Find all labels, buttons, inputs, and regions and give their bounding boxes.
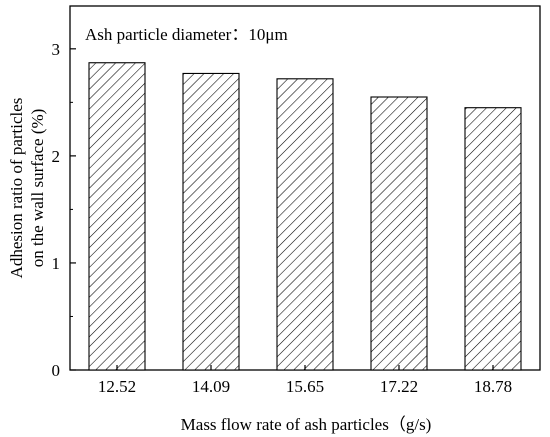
x-ticks-group: 12.52 14.09 15.65 17.22 18.78 <box>98 365 512 396</box>
y-tick-label: 0 <box>52 361 61 380</box>
y-tick-label: 1 <box>52 254 61 273</box>
bar-12.52 <box>88 62 146 371</box>
y-axis-label-line-1: Adhesion ratio of particles <box>7 98 26 279</box>
chart-annotation: Ash particle diameter：10μm <box>85 25 288 44</box>
x-axis-label: Mass flow rate of ash particles（g/s) <box>181 415 432 434</box>
x-tick-label: 17.22 <box>380 377 418 396</box>
bars-group <box>88 62 522 371</box>
bar-15.65 <box>276 78 334 371</box>
x-tick-label: 12.52 <box>98 377 136 396</box>
y-ticks-group: 0 1 2 3 <box>52 40 76 380</box>
y-axis-label-line-2: on the wall surface (%) <box>28 109 47 268</box>
y-tick-label: 2 <box>52 147 61 166</box>
x-tick-label: 18.78 <box>474 377 512 396</box>
bar-17.22 <box>370 96 428 371</box>
x-tick-label: 14.09 <box>192 377 230 396</box>
y-tick-label: 3 <box>52 40 61 59</box>
x-tick-label: 15.65 <box>286 377 324 396</box>
bar-18.78 <box>464 107 522 371</box>
bar-14.09 <box>182 72 240 371</box>
